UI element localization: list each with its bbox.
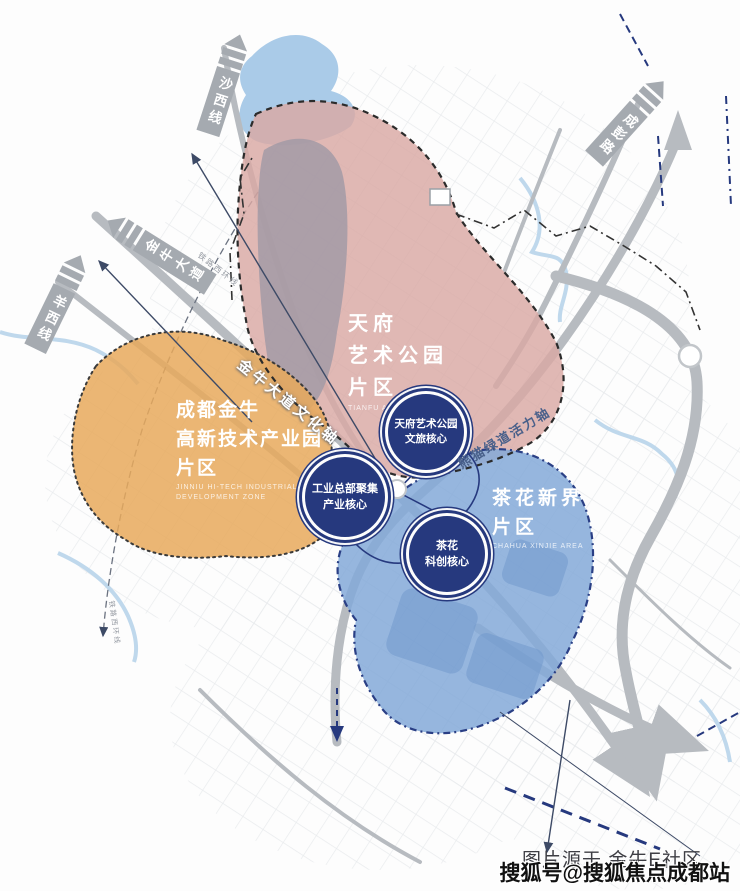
chahua-region-label: 茶花新界 片区 CHAHUA XINJIE AREA bbox=[492, 484, 584, 552]
chahua-line2: 片区 bbox=[492, 517, 539, 538]
jinniu-region-shape bbox=[72, 331, 337, 558]
direction-arrows bbox=[98, 152, 701, 857]
image-source-watermark: 图片源于 金牛E社区 bbox=[522, 850, 702, 871]
jinniu-line3: 片区 bbox=[176, 458, 219, 479]
jinniu-line2: 高新技术产业园 bbox=[176, 429, 324, 450]
tianfu-core-line1: 天府艺术公园 bbox=[394, 418, 458, 430]
jinniu-region-label: 成都金牛 高新技术产业园 片区 JINNIU HI-TECH INDUSTRIA… bbox=[176, 396, 323, 503]
tianfu-core-line2: 文旅核心 bbox=[405, 433, 447, 445]
plan-square bbox=[429, 188, 451, 206]
jinniu-label-en1: JINNIU HI-TECH INDUSTRIAL bbox=[176, 484, 298, 491]
navy-dashes bbox=[330, 13, 740, 851]
tianfu-inner-gray-shape bbox=[257, 138, 348, 414]
tianfu-line2: 艺术公园 bbox=[348, 345, 448, 367]
jinniu-line1: 成都金牛 bbox=[176, 400, 261, 421]
tianfu-line1: 天府 bbox=[348, 313, 398, 335]
industry-core-badge: 工业总部聚集 产业核心 bbox=[305, 457, 385, 537]
chahua-core-line2: 科创核心 bbox=[425, 556, 469, 568]
chahua-core-line1: 茶花 bbox=[436, 540, 458, 552]
chahua-core-badge: 茶花 科创核心 bbox=[409, 516, 485, 592]
chahua-dense-blocks bbox=[386, 539, 569, 699]
tianfu-core-badge: 天府艺术公园 文旅核心 bbox=[388, 394, 464, 470]
jinniu-label-en2: DEVELOPMENT ZONE bbox=[176, 494, 267, 501]
tianfu-boundary bbox=[236, 99, 565, 479]
district-boundary bbox=[229, 157, 701, 331]
jinniu-boundary bbox=[71, 330, 338, 559]
chahua-line1: 茶花新界 bbox=[492, 488, 585, 509]
junction-circle-center bbox=[387, 479, 407, 499]
tianfu-line3: 片区 bbox=[348, 377, 398, 399]
industry-core-line2: 产业核心 bbox=[323, 499, 367, 511]
axis-arrow-up bbox=[664, 110, 692, 150]
chahua-label-en: CHAHUA XINJIE AREA bbox=[492, 543, 584, 550]
sohu-watermark: 搜狐号@搜狐焦点成都站 bbox=[499, 862, 730, 885]
chahua-boundary bbox=[336, 448, 595, 735]
industry-core-line1: 工业总部聚集 bbox=[312, 483, 378, 495]
junction-circle-east bbox=[677, 343, 703, 369]
